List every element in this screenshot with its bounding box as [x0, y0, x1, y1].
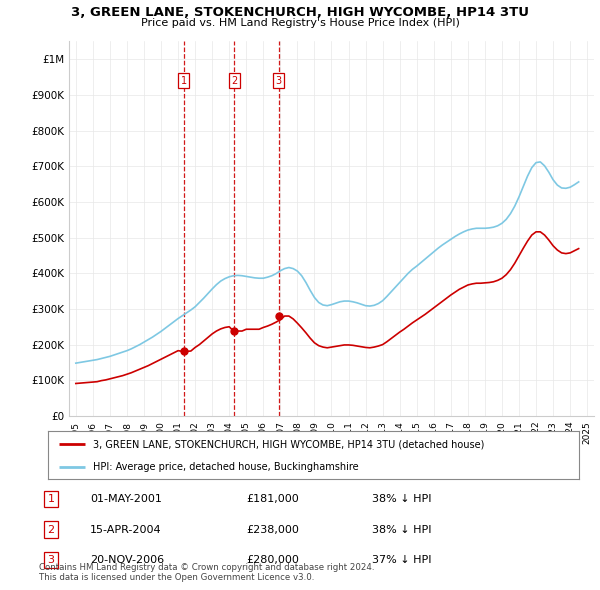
Text: 37% ↓ HPI: 37% ↓ HPI: [372, 555, 431, 565]
Text: £238,000: £238,000: [246, 525, 299, 535]
Text: 2: 2: [231, 76, 237, 86]
Text: £181,000: £181,000: [246, 494, 299, 504]
Text: 3, GREEN LANE, STOKENCHURCH, HIGH WYCOMBE, HP14 3TU (detached house): 3, GREEN LANE, STOKENCHURCH, HIGH WYCOMB…: [93, 439, 485, 449]
Text: £280,000: £280,000: [246, 555, 299, 565]
Text: 38% ↓ HPI: 38% ↓ HPI: [372, 525, 431, 535]
Text: 3: 3: [47, 555, 55, 565]
Text: 3: 3: [275, 76, 282, 86]
Text: 38% ↓ HPI: 38% ↓ HPI: [372, 494, 431, 504]
Text: 2: 2: [47, 525, 55, 535]
Text: HPI: Average price, detached house, Buckinghamshire: HPI: Average price, detached house, Buck…: [93, 462, 359, 472]
Text: 1: 1: [181, 76, 187, 86]
Text: 01-MAY-2001: 01-MAY-2001: [90, 494, 162, 504]
Text: 3, GREEN LANE, STOKENCHURCH, HIGH WYCOMBE, HP14 3TU: 3, GREEN LANE, STOKENCHURCH, HIGH WYCOMB…: [71, 6, 529, 19]
Text: 20-NOV-2006: 20-NOV-2006: [90, 555, 164, 565]
Text: Contains HM Land Registry data © Crown copyright and database right 2024.: Contains HM Land Registry data © Crown c…: [39, 563, 374, 572]
Text: 15-APR-2004: 15-APR-2004: [90, 525, 161, 535]
Text: Price paid vs. HM Land Registry's House Price Index (HPI): Price paid vs. HM Land Registry's House …: [140, 18, 460, 28]
Text: This data is licensed under the Open Government Licence v3.0.: This data is licensed under the Open Gov…: [39, 573, 314, 582]
Text: 1: 1: [47, 494, 55, 504]
